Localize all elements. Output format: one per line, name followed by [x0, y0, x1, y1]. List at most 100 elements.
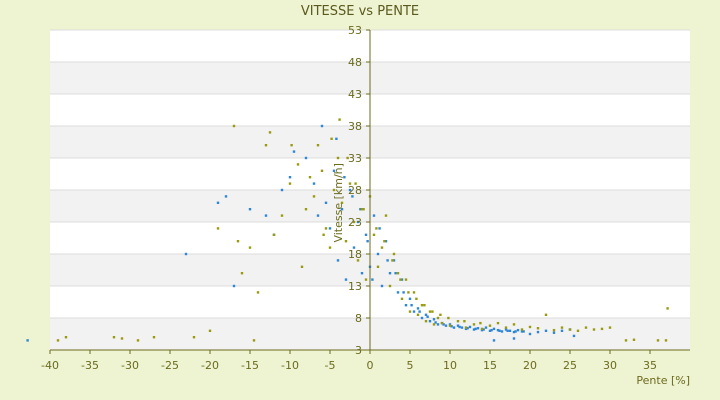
- data-point: [512, 330, 516, 334]
- data-point: [364, 278, 368, 281]
- x-axis-title: Pente [%]: [636, 374, 690, 387]
- data-point: [412, 291, 416, 294]
- x-tick-labels: -40 -35 -30 -25 -20 -15 -10 -5 0 5 10 15 20 25 30 35: [41, 359, 657, 372]
- data-point: [522, 330, 525, 333]
- y-tick-label: 13: [348, 280, 362, 293]
- data-point: [324, 227, 328, 230]
- data-point: [439, 313, 442, 316]
- data-point: [388, 284, 392, 288]
- data-point: [416, 313, 420, 316]
- x-tick-label: -30: [121, 359, 139, 372]
- data-point: [528, 332, 532, 336]
- data-point: [332, 169, 336, 172]
- data-point: [351, 195, 354, 198]
- data-point: [290, 144, 293, 147]
- y-tick-label: 43: [348, 88, 362, 101]
- data-point: [359, 208, 362, 211]
- data-point: [410, 304, 413, 307]
- data-point: [288, 176, 292, 179]
- data-point: [418, 310, 421, 313]
- x-tick-label: -40: [41, 359, 59, 372]
- data-point: [394, 272, 397, 275]
- data-point: [328, 227, 332, 230]
- data-point: [464, 327, 468, 331]
- data-point: [426, 315, 429, 318]
- data-point: [396, 291, 400, 294]
- data-point: [464, 326, 468, 329]
- data-point: [482, 328, 485, 331]
- data-point: [232, 284, 236, 288]
- x-tick-label: 20: [523, 359, 537, 372]
- data-point: [424, 313, 428, 316]
- data-point: [407, 291, 410, 294]
- data-point: [496, 321, 500, 325]
- data-point: [120, 337, 124, 340]
- data-point: [336, 259, 340, 262]
- data-point: [500, 330, 504, 333]
- data-point: [264, 214, 268, 217]
- data-point: [466, 327, 469, 330]
- data-point: [386, 259, 389, 262]
- data-point: [346, 156, 349, 160]
- data-point: [380, 284, 384, 288]
- data-point: [536, 330, 540, 334]
- data-point: [408, 310, 412, 313]
- y-tick-label: 38: [348, 120, 362, 133]
- data-point: [514, 330, 517, 333]
- data-point: [402, 291, 405, 294]
- data-point: [320, 124, 324, 128]
- data-point: [308, 176, 312, 179]
- data-point: [448, 323, 452, 326]
- data-point: [376, 252, 380, 256]
- data-point: [560, 326, 564, 329]
- data-point: [452, 326, 456, 329]
- data-point: [312, 195, 316, 198]
- data-point: [434, 321, 437, 324]
- data-point: [504, 326, 508, 329]
- data-point: [415, 297, 418, 300]
- data-point: [288, 182, 292, 185]
- data-point: [340, 201, 344, 204]
- data-point: [236, 240, 240, 243]
- data-point: [316, 214, 320, 217]
- data-point: [520, 328, 524, 331]
- data-point: [476, 327, 480, 330]
- data-point: [192, 336, 196, 339]
- x-tick-label: -15: [241, 359, 259, 372]
- data-point: [420, 316, 424, 320]
- data-point: [300, 265, 304, 268]
- data-point: [600, 327, 604, 331]
- data-point: [472, 323, 476, 326]
- data-point: [432, 323, 436, 326]
- data-point: [338, 118, 341, 121]
- data-point: [420, 304, 424, 307]
- data-point: [256, 291, 260, 294]
- data-point: [463, 320, 466, 323]
- data-point: [490, 328, 493, 332]
- data-point: [488, 324, 492, 327]
- data-point: [343, 176, 346, 179]
- data-point: [304, 208, 308, 211]
- data-point: [576, 329, 580, 332]
- data-point: [472, 328, 476, 331]
- data-point: [404, 278, 408, 281]
- data-point: [136, 339, 140, 342]
- data-point: [584, 326, 588, 329]
- data-point: [608, 326, 612, 329]
- data-point: [380, 246, 384, 249]
- data-point: [480, 327, 484, 331]
- data-point: [568, 328, 572, 331]
- data-point: [375, 227, 378, 230]
- data-point: [552, 331, 556, 334]
- data-point: [240, 272, 244, 275]
- data-point: [400, 297, 404, 300]
- data-point: [488, 329, 492, 332]
- data-point: [252, 339, 256, 342]
- data-point: [383, 240, 386, 243]
- data-point: [572, 334, 576, 338]
- data-point: [372, 214, 376, 217]
- data-point: [330, 137, 333, 140]
- x-tick-label: 35: [643, 359, 657, 372]
- data-point: [332, 188, 336, 192]
